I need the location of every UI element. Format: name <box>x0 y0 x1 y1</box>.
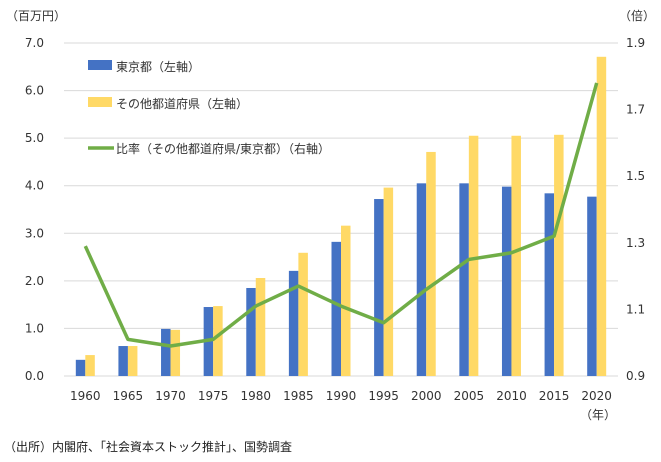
x-tick-label: 2020 <box>581 389 612 403</box>
bar-tokyo-2015 <box>544 193 555 376</box>
left-tick-label: 5.0 <box>25 131 44 145</box>
bar-tokyo-1980 <box>246 287 256 376</box>
x-tick-label: 1975 <box>198 389 229 403</box>
left-tick-label: 2.0 <box>25 274 44 288</box>
legend-label: 比率（その他都道府県/東京都）（右軸） <box>116 141 330 156</box>
x-tick-label: 2005 <box>454 389 485 403</box>
x-tick-label: 1965 <box>113 389 144 403</box>
x-axis-label: （年） <box>580 408 616 422</box>
legend-swatch <box>88 60 112 70</box>
left-tick-label: 1.0 <box>25 321 44 335</box>
x-tick-label: 1985 <box>283 389 314 403</box>
x-tick-label: 2000 <box>411 389 442 403</box>
source-note: （出所）内閣府、「社会資本ストック推計」、国勢調査 <box>4 440 293 454</box>
bar-other-2005 <box>468 135 479 376</box>
x-tick-label: 2015 <box>539 389 570 403</box>
x-tick-label: 1960 <box>70 389 101 403</box>
bar-tokyo-1990 <box>331 241 341 376</box>
bar-other-1990 <box>341 225 351 376</box>
x-tick-label: 2010 <box>496 389 527 403</box>
left-tick-label: 3.0 <box>25 226 44 240</box>
right-tick-label: 1.5 <box>626 169 645 183</box>
right-tick-label: 1.7 <box>626 103 645 117</box>
bar-other-2010 <box>511 135 521 376</box>
bar-other-1970 <box>170 329 181 376</box>
bar-other-1975 <box>213 306 223 376</box>
left-axis-label: （百万円） <box>6 9 66 23</box>
left-tick-label: 7.0 <box>25 36 44 50</box>
legend-label: その他都道府県（左軸） <box>116 96 248 111</box>
bar-other-1960 <box>85 355 95 376</box>
bar-tokyo-1965 <box>118 346 128 376</box>
left-tick-label: 0.0 <box>25 369 44 383</box>
bar-tokyo-2020 <box>587 196 597 376</box>
right-tick-label: 1.3 <box>626 236 645 250</box>
x-tick-label: 1995 <box>368 389 399 403</box>
legend-label: 東京都（左軸） <box>116 59 200 74</box>
bar-tokyo-1985 <box>288 270 299 376</box>
bar-other-1985 <box>298 252 308 376</box>
bar-other-1995 <box>383 187 394 376</box>
bar-tokyo-2010 <box>501 186 512 376</box>
bar-other-2015 <box>554 134 564 376</box>
bar-other-1965 <box>127 346 138 376</box>
right-axis-label: （倍） <box>619 8 655 23</box>
right-tick-label: 1.1 <box>626 302 645 316</box>
bar-other-2020 <box>596 56 607 376</box>
bar-tokyo-1960 <box>75 359 86 376</box>
bar-tokyo-1995 <box>374 199 384 376</box>
right-tick-label: 0.9 <box>626 369 645 383</box>
x-tick-label: 1980 <box>240 389 271 403</box>
left-tick-label: 4.0 <box>25 179 44 193</box>
right-tick-label: 1.9 <box>626 36 645 50</box>
bar-tokyo-2000 <box>416 183 427 376</box>
left-tick-label: 6.0 <box>25 84 44 98</box>
bar-tokyo-2005 <box>459 183 469 376</box>
x-tick-label: 1970 <box>155 389 186 403</box>
bar-other-1980 <box>255 278 266 376</box>
bar-tokyo-1970 <box>161 328 171 376</box>
x-tick-label: 1990 <box>326 389 357 403</box>
bar-other-2000 <box>426 151 436 376</box>
legend-swatch <box>88 97 112 107</box>
